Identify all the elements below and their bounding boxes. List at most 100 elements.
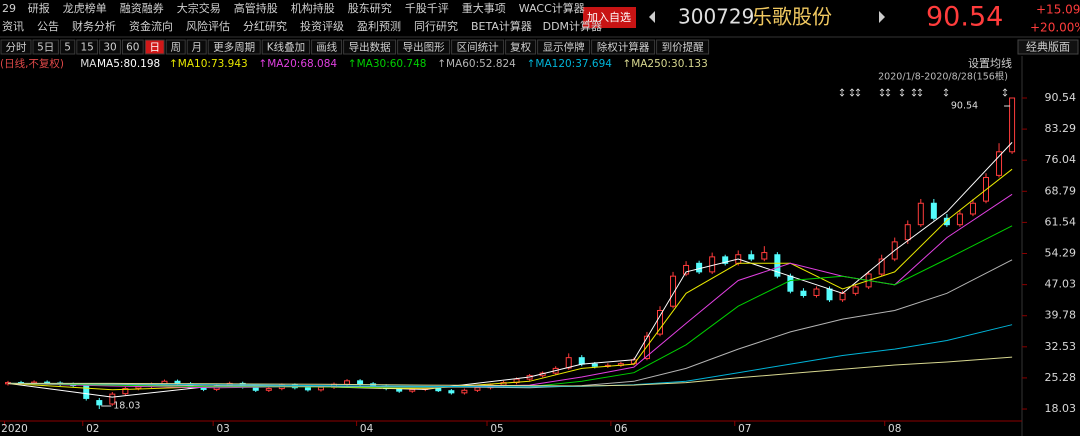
menu-item[interactable]: BETA计算器	[471, 19, 532, 33]
y-tick-label: 68.79	[1045, 184, 1077, 197]
event-marker	[899, 88, 905, 97]
menu-item[interactable]: 大宗交易	[177, 1, 221, 15]
toolbar-button[interactable]	[99, 39, 121, 55]
ma-settings[interactable]: 设置均线	[968, 56, 1012, 70]
toolbar-label[interactable]: 到价提醒	[662, 42, 704, 54]
menu-item[interactable]: 财务分析	[72, 19, 116, 33]
candle-body	[943, 217, 950, 226]
toolbar-label[interactable]: 除权计算器	[597, 41, 650, 54]
legend-entry: ↑MA10:73.943	[169, 58, 248, 70]
event-marker	[879, 88, 885, 97]
stock-change: +15.09	[1036, 3, 1080, 17]
menu-item[interactable]: 机构持股	[291, 1, 335, 15]
candle-body	[409, 388, 416, 392]
toolbar-label[interactable]: 分时	[6, 42, 27, 54]
toolbar-button[interactable]	[311, 39, 343, 55]
toolbar-button[interactable]	[397, 39, 451, 55]
toolbar-label[interactable]: 月	[191, 42, 202, 54]
menu-item[interactable]: DDM计算器	[543, 19, 602, 33]
toolbar-label[interactable]: 复权	[510, 41, 531, 54]
menu-item[interactable]: 分红研究	[243, 19, 287, 33]
candle-body	[670, 275, 677, 307]
toolbar-label[interactable]: 60	[126, 42, 139, 54]
prev-arrow[interactable]	[649, 11, 655, 23]
menu-item[interactable]: 盈利预测	[357, 20, 401, 33]
toolbar-button[interactable]	[591, 39, 656, 55]
toolbar-button[interactable]	[121, 39, 144, 55]
event-marker	[911, 88, 917, 97]
toolbar-label[interactable]: 周	[170, 42, 181, 54]
layout-label[interactable]: 经典版面	[1026, 40, 1070, 54]
menu-item[interactable]: 龙虎榜单	[63, 1, 107, 15]
ma-label: MA	[80, 58, 97, 70]
toolbar-label[interactable]: 30	[103, 42, 116, 54]
layout-button[interactable]	[1017, 39, 1079, 55]
toolbar-label[interactable]: 5	[64, 42, 71, 54]
candle-body	[122, 388, 129, 395]
next-arrow[interactable]	[879, 11, 885, 23]
toolbar-label[interactable]: 画线	[316, 41, 337, 54]
period-label: (日线,不复权)	[0, 57, 64, 70]
menu-item[interactable]: 资金流向	[129, 19, 173, 33]
x-tick-label: 02	[86, 423, 99, 435]
menu-item[interactable]: WACC计算器	[519, 1, 585, 15]
menu-item[interactable]: 高管持股	[234, 1, 278, 15]
toolbar-button[interactable]	[0, 39, 32, 55]
x-tick-label: 03	[216, 423, 229, 435]
candle-body	[683, 264, 690, 275]
candle-body	[1009, 97, 1016, 153]
toolbar-button[interactable]	[186, 39, 207, 55]
watchlist-button[interactable]	[583, 7, 636, 28]
menu-item[interactable]: 千股千评	[405, 2, 449, 15]
event-marker	[849, 88, 855, 97]
toolbar-label[interactable]: 5日	[37, 42, 54, 54]
toolbar-button[interactable]	[59, 39, 76, 55]
menu-item[interactable]: 重大事项	[462, 1, 506, 15]
toolbar-button[interactable]	[32, 39, 59, 55]
menu-item[interactable]: 融资融券	[120, 1, 164, 15]
watchlist-label[interactable]: 加入自选	[587, 11, 631, 24]
toolbar-label[interactable]: 区间统计	[457, 41, 499, 54]
menu-item[interactable]: 公告	[37, 20, 59, 33]
toolbar-label[interactable]: K线叠加	[267, 41, 305, 54]
menu-item[interactable]: 投资评级	[300, 19, 344, 33]
toolbar-label[interactable]: 导出数据	[349, 41, 391, 54]
toolbar-button[interactable]	[343, 39, 397, 55]
toolbar-label[interactable]: 更多周期	[213, 41, 255, 54]
toolbar-label[interactable]: 15	[81, 42, 94, 54]
menu-item[interactable]: 资讯	[2, 20, 24, 33]
menu-item[interactable]: 29	[2, 2, 16, 15]
stock-name: 乐歌股份	[752, 5, 832, 29]
toolbar-button[interactable]	[656, 39, 710, 55]
y-tick-label: 25.28	[1045, 371, 1077, 384]
toolbar-label[interactable]: 显示停牌	[543, 41, 585, 54]
menu-item[interactable]: 同行研究	[414, 19, 458, 33]
x-tick-label: 08	[888, 423, 901, 435]
legend-entry: ↑MA30:60.748	[348, 58, 427, 70]
candle-body	[996, 151, 1003, 176]
toolbar-button[interactable]	[207, 39, 261, 55]
event-marker	[855, 88, 861, 97]
toolbar-button[interactable]	[505, 39, 537, 55]
event-marker	[917, 88, 923, 97]
toolbar-button[interactable]	[451, 39, 505, 55]
toolbar-label[interactable]: 日	[149, 42, 160, 54]
candle-body	[878, 258, 885, 275]
menu-item[interactable]: 风险评估	[186, 19, 230, 33]
event-marker	[1002, 88, 1008, 97]
candle-body	[930, 202, 937, 219]
x-tick-label: 07	[738, 423, 751, 435]
y-tick-label: 54.29	[1045, 246, 1077, 259]
toolbar-button[interactable]	[261, 39, 311, 55]
candle-body	[657, 309, 663, 335]
toolbar-button[interactable]	[165, 39, 186, 55]
toolbar-button[interactable]	[76, 39, 99, 55]
y-tick-label: 47.03	[1045, 278, 1077, 291]
toolbar-button[interactable]	[144, 39, 165, 55]
menu-item[interactable]: 研报	[28, 1, 50, 15]
toolbar-label[interactable]: 导出图形	[403, 41, 445, 54]
menu-item[interactable]: 股东研究	[348, 1, 392, 15]
y-tick-label: 90.54	[1045, 91, 1077, 104]
toolbar-button[interactable]	[537, 39, 591, 55]
